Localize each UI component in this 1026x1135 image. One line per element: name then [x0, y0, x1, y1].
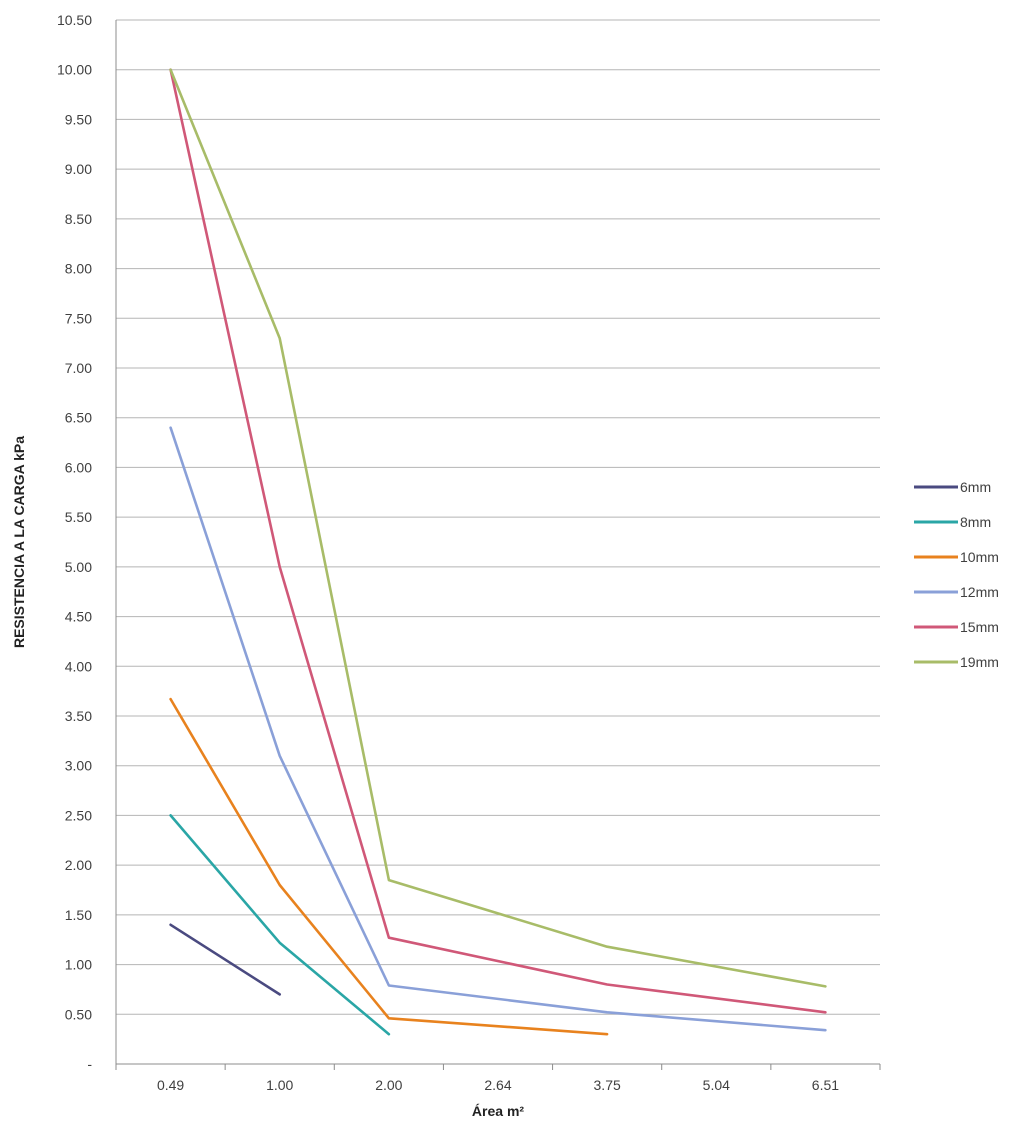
y-tick-label: 9.50	[65, 111, 92, 127]
x-axis-title: Área m²	[472, 1103, 524, 1119]
x-tick-label: 1.00	[266, 1077, 293, 1093]
series-line-10mm	[169, 697, 609, 1036]
y-tick-label: 1.50	[65, 907, 92, 923]
axes	[115, 20, 880, 1065]
y-tick-label: 3.50	[65, 708, 92, 724]
x-tick-label: 6.51	[812, 1077, 839, 1093]
legend-label: 12mm	[960, 584, 999, 600]
y-tick-label: 6.00	[65, 459, 92, 475]
y-tick-label: 4.50	[65, 609, 92, 625]
y-tick-label: 10.50	[57, 12, 92, 28]
y-tick-label: 6.50	[65, 410, 92, 426]
y-tick-label: 8.00	[65, 261, 92, 277]
series-lines	[169, 68, 827, 1036]
y-axis-title: RESISTENCIA A LA CARGA kPa	[11, 436, 27, 648]
legend-label: 10mm	[960, 549, 999, 565]
x-tick-label: 0.49	[157, 1077, 184, 1093]
y-tick-label: 2.50	[65, 807, 92, 823]
y-tick-label: 5.50	[65, 509, 92, 525]
series-line-8mm	[169, 814, 391, 1036]
y-tick-label: 9.00	[65, 161, 92, 177]
y-tick-label: 8.50	[65, 211, 92, 227]
y-tick-label: 4.00	[65, 658, 92, 674]
series-line-12mm	[169, 426, 827, 1032]
x-tick-labels: 0.49 1.00 2.00 2.64 3.75 5.04 6.51	[115, 1064, 881, 1093]
series-line-15mm	[169, 68, 827, 1014]
y-tick-label: 2.00	[65, 857, 92, 873]
legend-label: 8mm	[960, 514, 991, 530]
x-tick-label: 5.04	[703, 1077, 730, 1093]
y-tick-label: 7.00	[65, 360, 92, 376]
x-tick-label: 2.00	[375, 1077, 402, 1093]
series-line-19mm	[169, 68, 827, 988]
y-tick-label: 1.00	[65, 957, 92, 973]
legend-label: 6mm	[960, 479, 991, 495]
y-tick-label: 5.00	[65, 559, 92, 575]
y-tick-label: -	[87, 1056, 92, 1072]
legend: 6mm 8mm 10mm 12mm 15mm 19mm	[914, 479, 999, 670]
x-tick-label: 3.75	[594, 1077, 621, 1093]
y-tick-labels: - 0.50 1.00 1.50 2.00 2.50 3.00 3.50 4.00 4.50 5.0…	[57, 12, 92, 1072]
y-tick-label: 0.50	[65, 1006, 92, 1022]
y-tick-label: 7.50	[65, 310, 92, 326]
y-tick-label: 3.00	[65, 758, 92, 774]
y-tick-label: 10.00	[57, 62, 92, 78]
legend-label: 15mm	[960, 619, 999, 635]
grid	[116, 19, 880, 1015]
legend-label: 19mm	[960, 654, 999, 670]
x-tick-label: 2.64	[484, 1077, 511, 1093]
series-line-6mm	[169, 923, 282, 996]
